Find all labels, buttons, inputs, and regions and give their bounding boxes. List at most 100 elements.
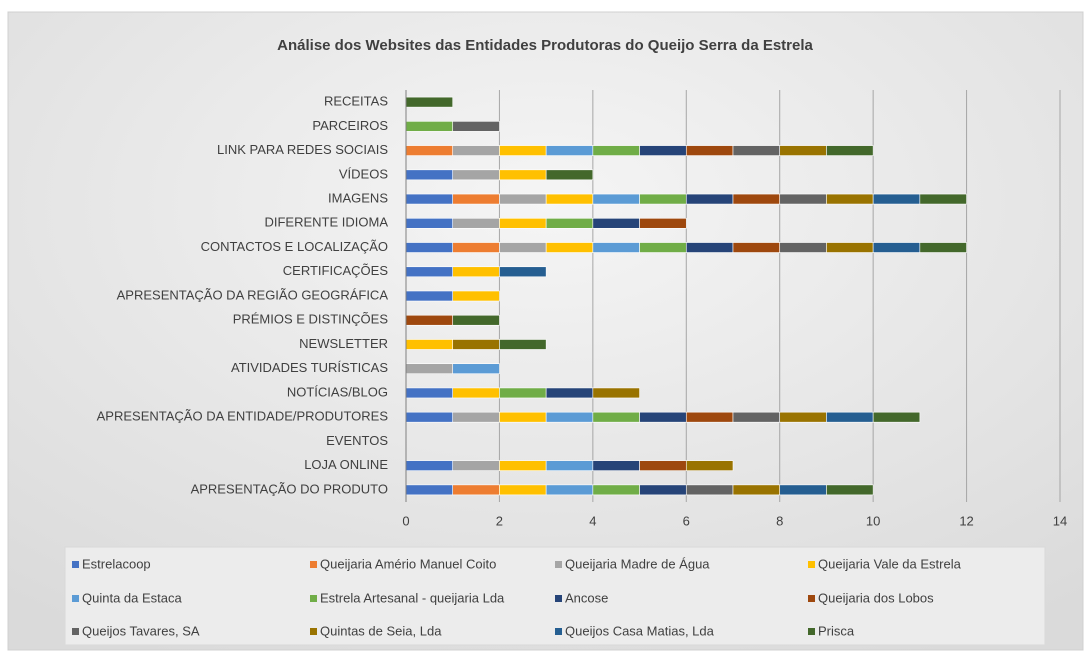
- x-tick-label: 0: [402, 513, 409, 528]
- y-tick-label: NOTÍCIAS/BLOG: [287, 384, 388, 399]
- y-tick-label: APRESENTAÇÃO DA REGIÃO GEOGRÁFICA: [117, 287, 389, 302]
- bar-segment: [452, 145, 500, 156]
- legend-label: Queijaria Vale da Estrela: [818, 556, 962, 571]
- x-tick-label: 14: [1053, 513, 1067, 528]
- bar-segment: [545, 484, 594, 496]
- bar-segment: [639, 411, 687, 423]
- bar-segment: [405, 266, 454, 278]
- y-tick-label: PRÉMIOS E DISTINÇÕES: [233, 312, 389, 327]
- bar-segment: [499, 460, 547, 471]
- bar-segment: [592, 484, 640, 496]
- bar-segment: [452, 363, 500, 375]
- bar-segment: [499, 484, 547, 496]
- chart-area: [7, 11, 1084, 651]
- y-tick-label: DIFERENTE IDIOMA: [264, 215, 388, 230]
- bar-segment: [592, 242, 640, 253]
- bar-segment: [592, 145, 640, 156]
- bar-segment: [499, 217, 547, 229]
- bar-segment: [405, 363, 454, 375]
- bar-segment: [826, 145, 874, 156]
- bar-segment: [685, 484, 734, 496]
- legend-swatch: [808, 628, 815, 635]
- bar-segment: [499, 242, 547, 253]
- bar-segment: [405, 387, 454, 399]
- legend-label: Estrela Artesanal - queijaria Lda: [320, 590, 505, 605]
- y-tick-label: PARCEIROS: [312, 118, 388, 133]
- bar-segment: [639, 193, 687, 205]
- bar-segment: [639, 460, 687, 471]
- legend-label: Estrelacoop: [82, 556, 151, 571]
- legend-label: Queijos Tavares, SA: [82, 623, 200, 638]
- legend-label: Queijaria dos Lobos: [818, 590, 934, 605]
- legend-label: Ancose: [565, 590, 608, 605]
- legend-swatch: [808, 561, 815, 568]
- bar-segment: [779, 484, 827, 496]
- bar-segment: [639, 484, 687, 496]
- bar-segment: [732, 145, 781, 156]
- legend-swatch: [555, 595, 562, 602]
- y-tick-label: RECEITAS: [324, 94, 388, 109]
- bar-segment: [452, 484, 500, 496]
- bar-segment: [685, 411, 734, 423]
- bar-segment: [639, 242, 687, 253]
- legend-swatch: [72, 595, 79, 602]
- legend-swatch: [808, 595, 815, 602]
- bar-segment: [405, 339, 454, 350]
- bar-segment: [452, 387, 500, 399]
- bar-segment: [405, 290, 454, 302]
- x-tick-label: 8: [776, 513, 783, 528]
- y-tick-label: IMAGENS: [328, 190, 388, 205]
- chart-title: Análise dos Websites das Entidades Produ…: [277, 37, 813, 54]
- bar-segment: [452, 411, 500, 423]
- bar-segment: [826, 411, 874, 423]
- bar-segment: [405, 193, 454, 205]
- bar-segment: [452, 121, 500, 132]
- bar-segment: [779, 411, 827, 423]
- bar-segment: [499, 145, 547, 156]
- y-tick-label: EVENTOS: [326, 433, 388, 448]
- bar-segment: [452, 217, 500, 229]
- bar-segment: [405, 96, 454, 108]
- bar-segment: [592, 411, 640, 423]
- bar-segment: [452, 460, 500, 471]
- y-tick-label: VÍDEOS: [339, 166, 388, 181]
- bar-segment: [405, 217, 454, 229]
- bar-segment: [779, 145, 827, 156]
- y-tick-label: APRESENTAÇÃO DO PRODUTO: [191, 481, 388, 496]
- bar-segment: [685, 242, 734, 253]
- bar-segment: [499, 193, 547, 205]
- bar-segment: [872, 411, 921, 423]
- bar-segment: [732, 411, 781, 423]
- bar-segment: [452, 339, 500, 350]
- bar-segment: [405, 121, 454, 132]
- x-tick-label: 12: [959, 513, 973, 528]
- y-tick-label: NEWSLETTER: [299, 336, 388, 351]
- bar-segment: [452, 314, 500, 326]
- bar-segment: [499, 411, 547, 423]
- bar-segment: [452, 242, 500, 253]
- x-tick-label: 10: [866, 513, 880, 528]
- legend-swatch: [310, 561, 317, 568]
- x-tick-label: 4: [589, 513, 596, 528]
- bar-segment: [452, 169, 500, 181]
- bar-segment: [499, 387, 547, 399]
- bar-segment: [732, 484, 781, 496]
- bar-segment: [405, 145, 454, 156]
- bar-segment: [592, 217, 640, 229]
- bar-segment: [919, 193, 967, 205]
- bar-segment: [685, 145, 734, 156]
- bar-segment: [545, 242, 594, 253]
- x-tick-label: 6: [683, 513, 690, 528]
- bar-segment: [732, 193, 781, 205]
- y-tick-label: CERTIFICAÇÕES: [283, 263, 389, 278]
- bar-segment: [639, 217, 687, 229]
- bar-segment: [826, 193, 874, 205]
- bar-segment: [405, 314, 454, 326]
- bar-segment: [545, 411, 594, 423]
- bar-segment: [499, 339, 547, 350]
- bar-segment: [919, 242, 967, 253]
- bar-segment: [499, 169, 547, 181]
- bar-segment: [452, 266, 500, 278]
- x-tick-label: 2: [496, 513, 503, 528]
